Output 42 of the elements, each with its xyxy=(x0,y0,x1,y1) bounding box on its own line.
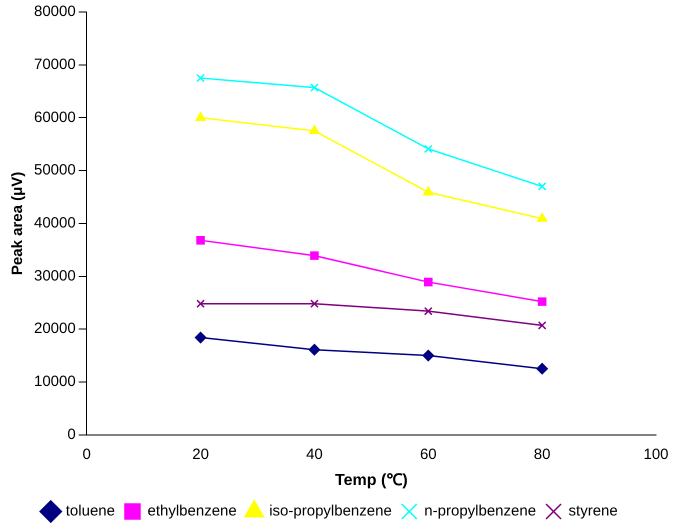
point xyxy=(424,278,433,286)
point xyxy=(194,332,206,344)
point xyxy=(195,112,206,121)
point xyxy=(310,299,319,308)
point xyxy=(308,344,320,356)
legend-label: n-propylbenzene xyxy=(424,502,536,520)
x-tick-label: 60 xyxy=(420,446,437,463)
x-tick-label: 80 xyxy=(534,446,550,463)
point xyxy=(538,182,546,191)
x-tick-label: 20 xyxy=(192,446,209,463)
point xyxy=(310,251,319,260)
y-tick-label: 30000 xyxy=(34,267,76,284)
point xyxy=(538,321,546,330)
point xyxy=(536,362,548,374)
point xyxy=(309,125,320,134)
y-tick-label: 60000 xyxy=(34,108,76,126)
point xyxy=(424,306,433,316)
x-tick-label: 0 xyxy=(82,446,91,463)
y-tick-label: 50000 xyxy=(34,162,76,179)
point xyxy=(422,350,434,362)
point xyxy=(196,299,205,308)
point xyxy=(423,186,434,196)
x-axis-title: Temp (℃) xyxy=(335,472,408,489)
y-tick-label: 20000 xyxy=(34,320,76,338)
y-axis-title: Peak area (μV) xyxy=(9,172,26,276)
x-tick-label: 40 xyxy=(306,446,323,463)
point xyxy=(537,212,548,222)
point xyxy=(196,236,205,245)
legend-label: toluene xyxy=(66,502,115,520)
point xyxy=(424,144,433,154)
legend-label: styrene xyxy=(568,502,618,520)
legend-label: ethylbenzene xyxy=(147,502,237,520)
point xyxy=(310,83,319,92)
legend-label: iso-propylbenzene xyxy=(269,502,392,520)
point xyxy=(196,74,205,82)
y-tick-label: 40000 xyxy=(34,214,76,232)
y-tick-label: 0 xyxy=(67,426,76,443)
y-tick-label: 10000 xyxy=(34,373,76,390)
point xyxy=(538,297,546,306)
y-tick-label: 80000 xyxy=(34,3,76,20)
x-tick-label: 100 xyxy=(643,446,669,463)
y-tick-label: 70000 xyxy=(34,56,76,73)
